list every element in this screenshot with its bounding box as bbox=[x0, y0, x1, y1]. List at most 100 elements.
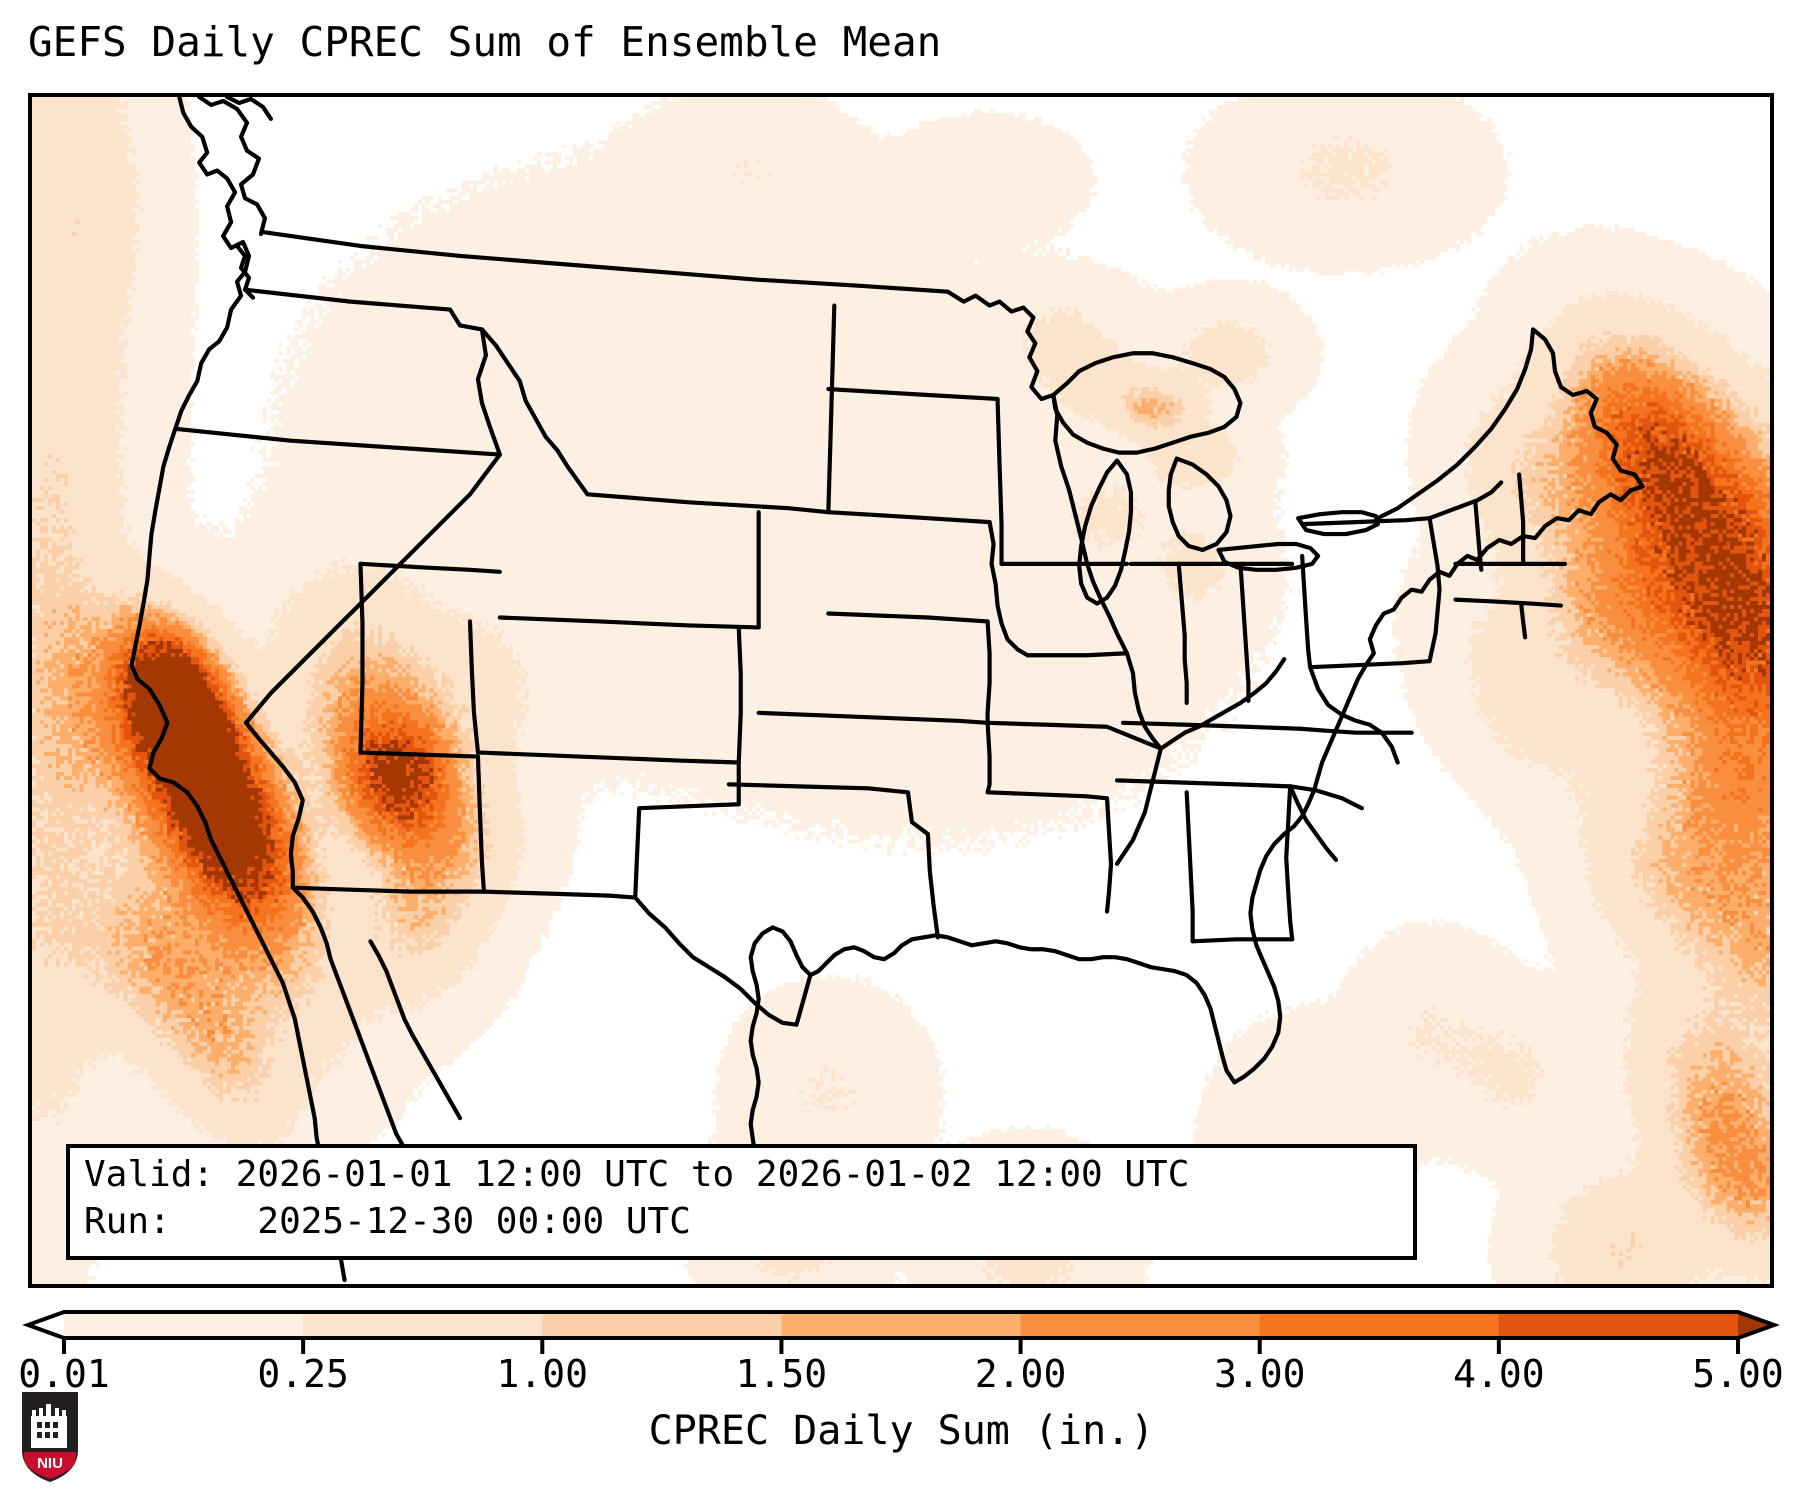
colorbar-band bbox=[1498, 1312, 1739, 1338]
ohio-pennsylvania-border bbox=[1300, 553, 1313, 670]
idaho-west-border bbox=[475, 327, 502, 457]
iowa-missouri-border bbox=[1025, 651, 1130, 658]
tennessee-south-border bbox=[1114, 778, 1293, 789]
pennsylvania-new-york-border bbox=[1300, 516, 1432, 527]
minnesota-west-border bbox=[995, 396, 1004, 566]
utah-colorado-border bbox=[467, 619, 481, 755]
idaho-montana-border bbox=[479, 327, 590, 497]
colorbar-tick-label: 5.00 bbox=[1692, 1352, 1784, 1396]
rhode-island-connecticut-border bbox=[1519, 601, 1528, 640]
louisiana-mississippi-border bbox=[1104, 796, 1114, 914]
colorbar-band bbox=[542, 1312, 783, 1338]
california-nevada-border bbox=[243, 452, 502, 725]
vermont-new-hampshire-border bbox=[1473, 500, 1484, 572]
california-arizona-border bbox=[243, 720, 305, 890]
idaho-south-border bbox=[358, 561, 502, 574]
washington-oregon-border bbox=[242, 287, 485, 332]
colorbar-tick-label: 0.01 bbox=[18, 1352, 110, 1396]
alabama-georgia-border bbox=[1284, 784, 1295, 942]
utah-arizona-border bbox=[358, 750, 481, 759]
colorbar-extend-low bbox=[28, 1312, 64, 1338]
map-inner bbox=[32, 97, 1770, 1284]
montana-dakota-border bbox=[826, 303, 837, 515]
colorbar-band bbox=[303, 1312, 543, 1338]
rio-grande-border bbox=[633, 895, 813, 1027]
oklahoma-texas-border bbox=[726, 782, 930, 837]
gulf-coastline bbox=[808, 933, 1237, 1085]
new-mexico-texas-border bbox=[481, 802, 741, 900]
baja-east-coast bbox=[290, 885, 431, 1190]
pacific-coastline bbox=[129, 97, 347, 1283]
nebraska-kansas-border bbox=[826, 611, 990, 624]
iowa-east-border bbox=[1085, 561, 1130, 656]
page-title: GEFS Daily CPREC Sum of Ensemble Mean bbox=[28, 18, 942, 66]
valid-period-text: Valid: 2026-01-01 12:00 UTC to 2026-01-0… bbox=[84, 1154, 1190, 1195]
colorbar-tick-label: 0.25 bbox=[257, 1352, 349, 1396]
colorbar-band bbox=[1020, 1312, 1261, 1338]
niu-logo-text: NIU bbox=[37, 1455, 63, 1472]
pennsylvania-maryland-border bbox=[1308, 659, 1432, 670]
south-dakota-nebraska-border bbox=[826, 510, 992, 525]
us-canada-border-west bbox=[260, 230, 950, 294]
montana-wyoming-border bbox=[585, 492, 831, 515]
map-panel bbox=[28, 93, 1774, 1288]
kansas-oklahoma-border bbox=[756, 710, 990, 725]
niu-castle-windows bbox=[37, 1422, 58, 1438]
colorbar bbox=[22, 1300, 1780, 1360]
north-carolina-south-carolina-border bbox=[1288, 784, 1364, 811]
lake-huron bbox=[1166, 456, 1233, 553]
niu-shield-red-band bbox=[24, 1452, 76, 1479]
lake-michigan bbox=[1077, 458, 1134, 606]
ohio-river bbox=[1158, 657, 1287, 751]
arizona-mexico-border bbox=[290, 885, 487, 894]
colorbar-tick-labels: 0.01 0.25 1.00 1.50 2.00 3.00 4.00 5.00 bbox=[0, 1352, 1803, 1402]
arkansas-louisiana-border bbox=[985, 790, 1110, 801]
missouri-kansas-border bbox=[985, 619, 992, 725]
bc-inlet-coast bbox=[225, 97, 273, 121]
nevada-utah-border bbox=[358, 561, 365, 755]
massachusetts-south-border bbox=[1453, 597, 1564, 608]
arkansas-east-border bbox=[1114, 746, 1163, 866]
maine-border bbox=[1531, 327, 1645, 489]
colorbar-tick-label: 4.00 bbox=[1453, 1352, 1545, 1396]
colorado-east-border bbox=[736, 625, 743, 765]
wyoming-colorado-border bbox=[497, 615, 761, 630]
colorbar-tick-label: 1.50 bbox=[735, 1352, 828, 1396]
lake-superior bbox=[1051, 351, 1243, 455]
mississippi-alabama-border bbox=[1184, 790, 1195, 944]
colorbar-band bbox=[781, 1312, 1022, 1338]
colorado-new-mexico-border bbox=[477, 750, 741, 765]
oregon-south-border bbox=[173, 426, 502, 457]
north-dakota-south-dakota-border bbox=[826, 386, 1000, 402]
niu-logo: NIU bbox=[22, 1392, 78, 1482]
illinois-west-border bbox=[1124, 651, 1163, 751]
minnesota-northern-border bbox=[945, 289, 1056, 402]
model-run-text: Run: 2025-12-30 00:00 UTC bbox=[84, 1201, 691, 1242]
map-geography-layer bbox=[129, 97, 1645, 1283]
colorbar-tick-label: 3.00 bbox=[1213, 1352, 1306, 1396]
minnesota-wisconsin-border bbox=[1051, 392, 1090, 566]
texas-louisiana-border bbox=[925, 831, 940, 940]
illinois-indiana-border bbox=[1176, 561, 1189, 706]
colorbar-tick-label: 2.00 bbox=[974, 1352, 1067, 1396]
indiana-ohio-border bbox=[1238, 561, 1251, 704]
virginia-north-carolina-border bbox=[1298, 726, 1414, 735]
iowa-west-border bbox=[987, 520, 1030, 658]
arizona-new-mexico-border bbox=[475, 754, 487, 894]
saint-lawrence-river bbox=[1375, 327, 1536, 521]
missouri-arkansas-border bbox=[985, 720, 1163, 751]
new-hampshire-maine-border bbox=[1517, 472, 1526, 566]
precipitation-heatmap-layer bbox=[32, 97, 1770, 1284]
georgia-florida-border bbox=[1190, 937, 1295, 944]
colorbar-svg bbox=[22, 1310, 1780, 1354]
state-boundaries bbox=[129, 97, 1645, 1283]
colorbar-axis-label: CPREC Daily Sum (in.) bbox=[648, 1408, 1155, 1454]
tennessee-kentucky-border bbox=[1120, 720, 1303, 731]
pennsylvania-east-border bbox=[1427, 516, 1442, 664]
arkansas-oklahoma-border bbox=[985, 720, 992, 795]
west-virginia-virginia-border bbox=[1308, 665, 1400, 765]
colorbar-band bbox=[1259, 1312, 1500, 1338]
gulf-of-california-east bbox=[368, 939, 463, 1121]
colorbar-extend-high bbox=[1738, 1312, 1774, 1338]
colorbar-bands bbox=[28, 1312, 1774, 1338]
